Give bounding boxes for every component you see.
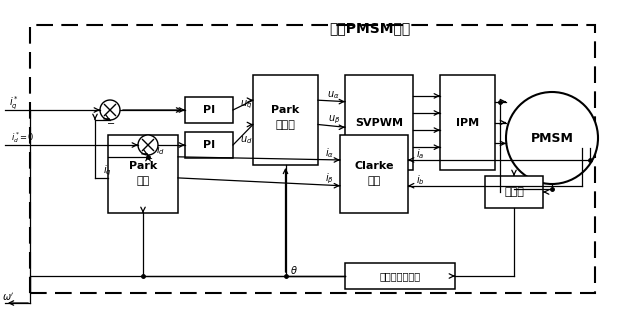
Text: PI: PI [203,140,215,150]
Text: IPM: IPM [456,117,479,127]
Bar [185,97,233,123]
Bar [30,25,595,293]
Text: 逆变换: 逆变换 [276,120,295,130]
Text: $i_d^*\!=\!0$: $i_d^*\!=\!0$ [11,131,33,146]
Text: SVPWM: SVPWM [355,117,403,127]
Text: 编码器: 编码器 [504,187,524,197]
Text: $\theta$: $\theta$ [290,264,297,276]
Text: 变换: 变换 [367,176,381,186]
Text: PI: PI [203,105,215,115]
Text: $i_q$: $i_q$ [103,164,112,178]
Text: −: − [145,154,153,164]
Circle shape [100,100,120,120]
Text: 复合PMSM对象: 复合PMSM对象 [329,21,410,35]
Bar [108,135,178,213]
Bar [345,263,455,289]
Text: 变换: 变换 [137,176,150,186]
Text: $u_d$: $u_d$ [240,134,253,146]
Text: 速度和角度计算: 速度和角度计算 [379,271,421,281]
Text: $i_\alpha$: $i_\alpha$ [325,146,334,160]
Text: $u_\beta$: $u_\beta$ [328,114,340,126]
Text: $i_d$: $i_d$ [156,143,165,157]
Text: $i_q^*$: $i_q^*$ [9,94,19,112]
Text: −: − [107,119,115,129]
Text: $\omega'$: $\omega'$ [2,291,14,303]
Bar [485,176,543,208]
Text: $u_\alpha$: $u_\alpha$ [328,89,340,100]
Text: Park: Park [271,105,300,115]
Text: PMSM: PMSM [531,131,574,145]
Bar [345,75,413,170]
Bar [340,135,408,213]
Text: $i_a$: $i_a$ [416,147,424,161]
Text: $i_\beta$: $i_\beta$ [325,172,334,186]
Circle shape [506,92,598,184]
Text: Clarke: Clarke [354,161,394,171]
Bar [253,75,318,165]
Circle shape [138,135,158,155]
Text: Park: Park [129,161,157,171]
Bar [440,75,495,170]
Text: $i_b$: $i_b$ [416,173,425,187]
Bar [185,132,233,158]
Text: $u_q$: $u_q$ [240,99,252,111]
